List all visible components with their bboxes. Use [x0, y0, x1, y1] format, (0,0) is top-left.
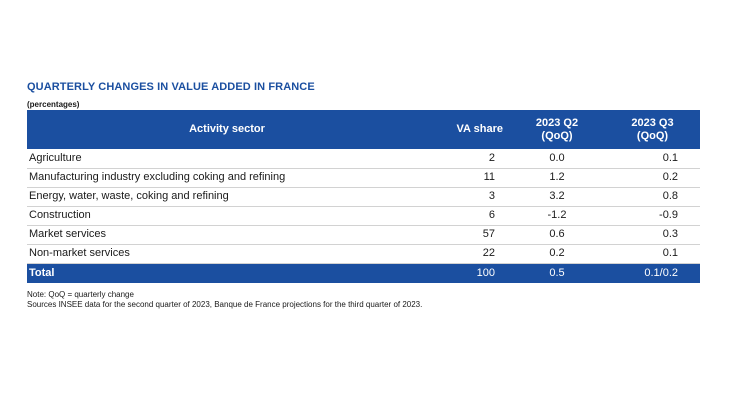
cell-sector: Construction	[29, 209, 91, 221]
header-2023-q3-label: 2023 Q3	[631, 116, 674, 129]
cell-q2: 0.6	[549, 228, 565, 240]
table-notes: Note: QoQ = quarterly change Sources INS…	[27, 290, 700, 310]
cell-sector: Energy, water, waste, coking and refinin…	[29, 190, 229, 202]
cell-sector: Non-market services	[29, 247, 130, 259]
cell-va-share: 22	[482, 247, 495, 259]
header-va-share: VA share	[456, 123, 503, 135]
total-row: Total 100 0.5 0.1/0.2	[27, 263, 700, 283]
cell-q2: 1.2	[549, 171, 565, 183]
header-2023-q3-unit: (QoQ)	[636, 129, 669, 142]
cell-q2: 0.0	[549, 151, 565, 164]
table-title: QUARTERLY CHANGES IN VALUE ADDED IN FRAN…	[27, 81, 315, 93]
header-2023-q2: 2023 Q2 (QoQ)	[509, 110, 605, 149]
cell-sector: Manufacturing industry excluding coking …	[29, 171, 286, 183]
total-va-share: 100	[476, 266, 495, 279]
total-label: Total	[29, 266, 55, 279]
cell-va-share: 57	[482, 228, 495, 240]
total-q3: 0.1/0.2	[644, 266, 678, 279]
header-activity-sector: Activity sector	[189, 123, 265, 135]
table-header-row: Activity sector VA share 2023 Q2 (QoQ) 2…	[27, 110, 700, 149]
header-2023-q2-unit: (QoQ)	[541, 129, 573, 142]
cell-q3: -0.9	[659, 209, 678, 221]
cell-q3: 0.8	[662, 190, 678, 202]
total-q2: 0.5	[549, 266, 565, 279]
header-2023-q2-label: 2023 Q2	[535, 116, 579, 129]
note-qoq-definition: Note: QoQ = quarterly change	[27, 290, 134, 299]
cell-q3: 0.1	[662, 247, 678, 259]
cell-q3: 0.2	[662, 171, 678, 183]
table-row: Market services 57 0.6 0.3	[27, 225, 700, 244]
cell-q2: -1.2	[547, 209, 567, 221]
cell-q2: 3.2	[549, 190, 565, 202]
cell-va-share: 2	[488, 151, 495, 164]
table-subtitle: (percentages)	[27, 100, 80, 109]
table-row: Agriculture 2 0.0 0.1	[27, 149, 700, 168]
table-row: Non-market services 22 0.2 0.1	[27, 244, 700, 263]
cell-sector: Agriculture	[29, 151, 82, 164]
note-sources: Sources INSEE data for the second quarte…	[27, 300, 423, 309]
cell-q3: 0.1	[662, 151, 678, 164]
cell-va-share: 6	[488, 209, 495, 221]
cell-q3: 0.3	[662, 228, 678, 240]
header-2023-q3: 2023 Q3 (QoQ)	[605, 110, 700, 149]
table-row: Energy, water, waste, coking and refinin…	[27, 187, 700, 206]
table-row: Manufacturing industry excluding coking …	[27, 168, 700, 187]
cell-va-share: 11	[483, 171, 495, 183]
value-added-table: Activity sector VA share 2023 Q2 (QoQ) 2…	[27, 110, 700, 283]
cell-sector: Market services	[29, 228, 107, 240]
table-row: Construction 6 -1.2 -0.9	[27, 206, 700, 225]
table-container: QUARTERLY CHANGES IN VALUE ADDED IN FRAN…	[27, 80, 700, 310]
cell-va-share: 3	[488, 190, 495, 202]
cell-q2: 0.2	[549, 247, 565, 259]
